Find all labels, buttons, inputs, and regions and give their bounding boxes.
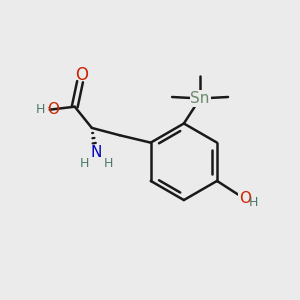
- Text: O: O: [239, 191, 251, 206]
- Text: H: H: [36, 103, 46, 116]
- Text: O: O: [75, 66, 88, 84]
- Text: O: O: [47, 102, 59, 117]
- Text: ·: ·: [46, 105, 49, 114]
- Text: H: H: [103, 157, 113, 170]
- Text: H: H: [248, 196, 258, 209]
- Text: Sn: Sn: [190, 91, 210, 106]
- Text: H: H: [80, 157, 89, 170]
- Text: N: N: [91, 146, 102, 160]
